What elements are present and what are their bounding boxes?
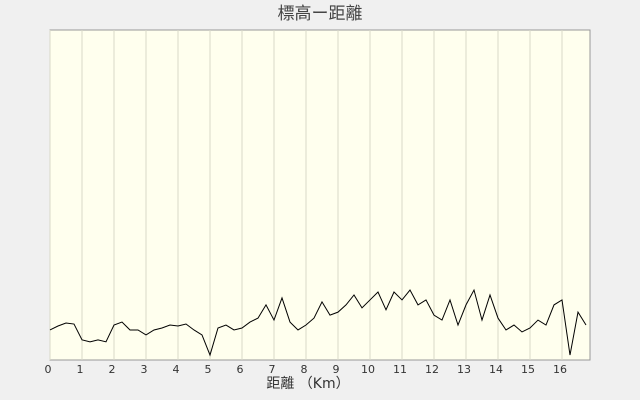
- x-tick-label: 11: [393, 363, 407, 376]
- plot-area: [49, 29, 591, 361]
- x-tick-label: 14: [489, 363, 503, 376]
- x-tick-label: 3: [141, 363, 148, 376]
- x-tick-label: 13: [457, 363, 471, 376]
- x-tick-label: 15: [521, 363, 535, 376]
- x-tick-label: 2: [109, 363, 116, 376]
- x-tick-label: 4: [173, 363, 180, 376]
- elevation-line: [49, 288, 587, 357]
- x-axis-label: 距離 （Km）: [266, 375, 349, 392]
- x-tick-label: 7: [269, 363, 276, 376]
- x-tick-label: 6: [237, 363, 244, 376]
- x-tick-label: 16: [553, 363, 567, 376]
- x-tick-label: 9: [333, 363, 340, 376]
- x-tick-label: 10: [361, 363, 375, 376]
- x-tick-label: 5: [205, 363, 212, 376]
- x-tick-label: 8: [301, 363, 308, 376]
- chart-title: 標高ー距離: [278, 4, 363, 24]
- x-tick-label: 0: [45, 363, 52, 376]
- x-tick-label: 1: [77, 363, 84, 376]
- x-tick-label: 12: [425, 363, 439, 376]
